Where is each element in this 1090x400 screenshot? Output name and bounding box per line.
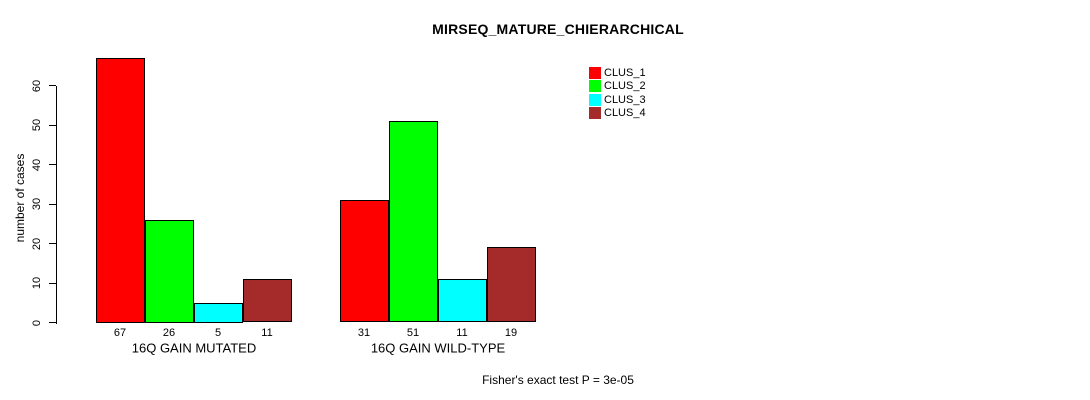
y-tick [49,322,56,323]
bar-clus_4-group1 [243,279,292,322]
y-tick [49,164,56,165]
y-tick [49,85,56,86]
bar-value-label: 26 [162,326,176,339]
y-tick-label: 40 [31,158,43,172]
bar-value-label: 51 [406,326,420,339]
y-tick-label: 20 [31,237,43,251]
bar-clus_1-group1 [96,58,145,323]
legend-swatch-clus_1 [589,67,601,79]
legend-swatch-clus_4 [589,107,601,119]
bar-value-label: 31 [357,326,371,339]
legend-label-clus_3: CLUS_3 [604,94,646,106]
legend-swatch-clus_3 [589,94,601,106]
category-label: 16Q GAIN WILD-TYPE [370,340,506,356]
y-tick [49,204,56,205]
y-tick-label: 0 [31,319,43,327]
y-tick [49,243,56,244]
category-label: 16Q GAIN MUTATED [131,340,257,356]
y-tick-label: 60 [31,79,43,93]
annotation-text: Fisher's exact test P = 3e-05 [482,373,634,387]
bar-clus_3-group2 [438,279,487,322]
y-tick [49,283,56,284]
y-tick-label: 50 [31,118,43,132]
bar-value-label: 19 [504,326,518,339]
legend-swatch-clus_2 [589,80,601,92]
bar-value-label: 67 [113,326,127,339]
bar-clus_1-group2 [340,200,389,322]
legend-label-clus_2: CLUS_2 [604,80,646,92]
bar-clus_2-group2 [389,121,438,322]
bar-value-label: 5 [214,326,222,339]
bar-value-label: 11 [456,326,468,339]
y-tick [49,125,56,126]
y-axis-label: number of cases [13,153,27,243]
y-axis-line [56,86,57,324]
bar-clus_3-group1 [194,303,243,323]
bar-clus_2-group1 [145,220,194,323]
legend-label-clus_4: CLUS_4 [604,107,646,119]
y-tick-label: 10 [31,276,43,290]
y-tick-label: 30 [31,197,43,211]
bar-clus_4-group2 [487,247,536,322]
bar-value-label: 11 [261,326,273,339]
chart-title: MIRSEQ_MATURE_CHIERARCHICAL [432,21,684,37]
legend-label-clus_1: CLUS_1 [604,67,646,79]
